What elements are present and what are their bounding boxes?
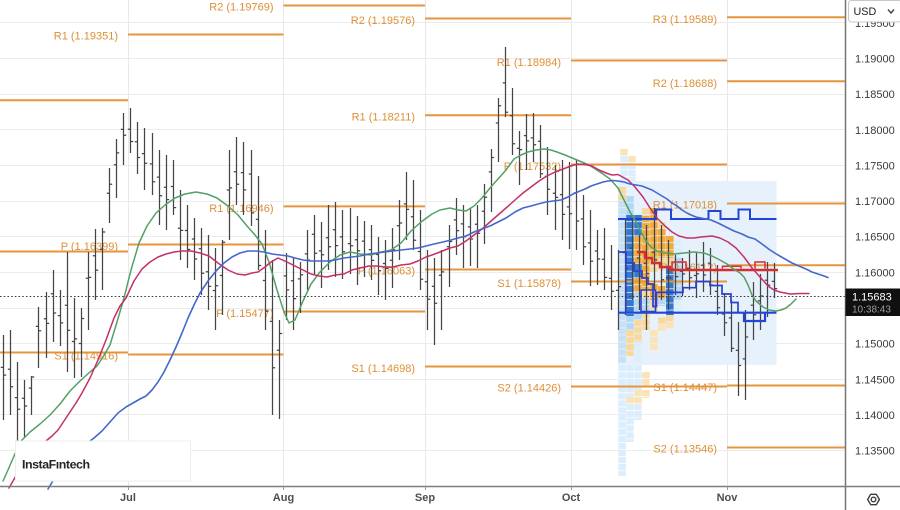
svg-text:1.14500: 1.14500 (855, 374, 895, 386)
svg-text:S2 (1.14426): S2 (1.14426) (497, 383, 561, 395)
svg-text:R1 (1.19351): R1 (1.19351) (54, 31, 118, 43)
svg-text:10:38:43: 10:38:43 (852, 305, 891, 316)
svg-text:1.15000: 1.15000 (855, 339, 895, 351)
svg-text:S1 (1.14447): S1 (1.14447) (653, 382, 717, 394)
svg-text:1.16000: 1.16000 (855, 267, 895, 279)
svg-text:1.18500: 1.18500 (855, 89, 895, 101)
svg-text:P (1.17532): P (1.17532) (504, 161, 561, 173)
svg-text:1.13500: 1.13500 (855, 446, 895, 458)
svg-text:1.16500: 1.16500 (855, 232, 895, 244)
svg-text:R2 (1.19576): R2 (1.19576) (351, 15, 415, 27)
svg-text:R1 (1.18211): R1 (1.18211) (352, 112, 415, 124)
svg-text:1.19000: 1.19000 (855, 54, 895, 66)
svg-text:S1 (1.14698): S1 (1.14698) (351, 363, 415, 375)
svg-text:Nov: Nov (717, 492, 739, 504)
svg-text:USD: USD (854, 6, 877, 18)
svg-text:R1 (1.16946): R1 (1.16946) (209, 203, 273, 215)
svg-text:1.15683: 1.15683 (852, 292, 892, 304)
svg-text:1.14000: 1.14000 (855, 410, 895, 422)
svg-text:Aug: Aug (273, 492, 294, 504)
svg-text:Jul: Jul (120, 492, 136, 504)
svg-text:S1 (1.14916): S1 (1.14916) (54, 351, 118, 363)
svg-text:R2 (1.18688): R2 (1.18688) (653, 78, 717, 90)
svg-text:R1 (1.18984): R1 (1.18984) (497, 57, 561, 69)
svg-text:S2 (1.13546): S2 (1.13546) (653, 444, 717, 456)
svg-text:P (1.15477): P (1.15477) (216, 308, 273, 320)
svg-text:P (1.16399): P (1.16399) (61, 241, 118, 253)
svg-text:R2 (1.19769): R2 (1.19769) (209, 2, 273, 14)
svg-text:Oct: Oct (562, 492, 581, 504)
svg-text:1.17500: 1.17500 (855, 160, 895, 172)
svg-text:1.17000: 1.17000 (855, 196, 895, 208)
svg-text:1.18000: 1.18000 (855, 125, 895, 137)
svg-text:Sep: Sep (415, 492, 435, 504)
svg-text:R3 (1.19589): R3 (1.19589) (653, 14, 717, 26)
svg-text:InstaFıntech: InstaFıntech (22, 458, 90, 472)
svg-text:S1 (1.15878): S1 (1.15878) (497, 278, 561, 290)
